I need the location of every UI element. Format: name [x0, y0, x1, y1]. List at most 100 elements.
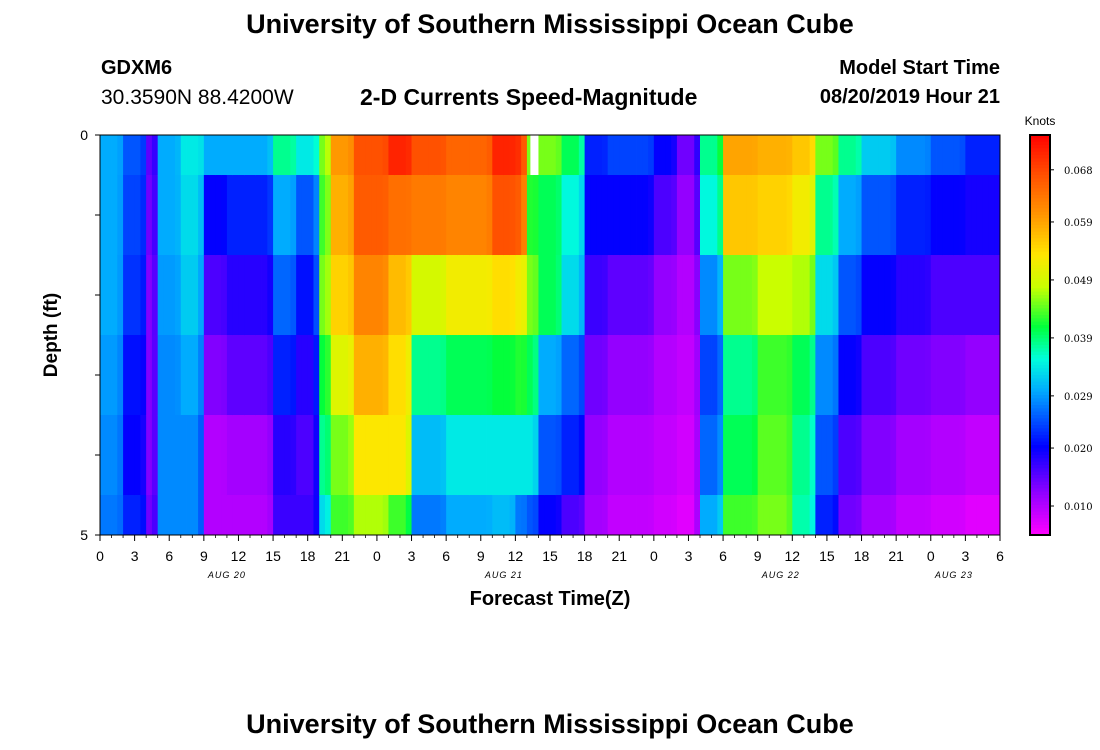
heatmap-cell [186, 135, 193, 176]
heatmap-cell [780, 175, 787, 256]
heatmap-cell [290, 495, 297, 536]
heatmap-cell [625, 255, 632, 336]
heatmap-cell [405, 175, 412, 256]
colorbar-step [1030, 478, 1050, 483]
heatmap-cell [117, 255, 124, 336]
heatmap-cell [371, 175, 378, 256]
heatmap-cell [498, 135, 505, 176]
model-start-value: 08/20/2019 Hour 21 [819, 86, 1000, 108]
colorbar-step [1030, 181, 1050, 186]
heatmap-cell [584, 335, 591, 416]
heatmap-cell [769, 135, 776, 176]
heatmap-cell [290, 415, 297, 496]
heatmap-cell [850, 255, 857, 336]
heatmap-cell [250, 255, 257, 336]
heatmap-cell [953, 335, 961, 416]
heatmap-cell [746, 175, 753, 256]
heatmap-cell [330, 135, 337, 176]
heatmap-cell [798, 135, 805, 176]
heatmap-cell [434, 495, 441, 536]
colorbar-step [1030, 408, 1050, 413]
heatmap-cell [826, 135, 834, 176]
heatmap-cell [492, 415, 499, 496]
heatmap-cell [203, 175, 211, 256]
heatmap-cell [792, 135, 799, 176]
heatmap-cell [838, 415, 845, 496]
heatmap-cell [469, 255, 476, 336]
x-tick-label: 18 [854, 548, 870, 564]
heatmap-cell [809, 495, 816, 536]
heatmap-cell [878, 175, 886, 256]
heatmap-cell [919, 335, 926, 416]
heatmap-cell [775, 335, 782, 416]
heatmap-cell [388, 255, 395, 336]
heatmap-cell [278, 415, 286, 496]
heatmap-cell [232, 255, 239, 336]
heatmap-cell [538, 135, 545, 176]
heatmap-cell [636, 495, 643, 536]
heatmap-cell [642, 495, 649, 536]
colorbar-step [1030, 175, 1050, 179]
colorbar-step [1030, 411, 1050, 416]
heatmap-cell [705, 495, 712, 536]
heatmap-cell [757, 495, 764, 536]
heatmap-cell [307, 495, 314, 536]
heatmap-cell [561, 335, 568, 416]
heatmap-cell [625, 415, 632, 496]
heatmap-cell [503, 335, 511, 416]
colorbar-step [1030, 305, 1050, 309]
heatmap-cell [296, 335, 303, 416]
heatmap-cell [134, 335, 141, 416]
heatmap-cell [578, 495, 586, 536]
heatmap-cell [232, 495, 239, 536]
colorbar-step [1030, 455, 1050, 459]
heatmap-cell [290, 135, 297, 176]
heatmap-cell [578, 175, 586, 256]
page-title: University of Southern Mississippi Ocean… [246, 9, 854, 39]
heatmap-cell [301, 255, 309, 336]
heatmap-cell [769, 255, 776, 336]
x-tick-label: 6 [165, 548, 173, 564]
heatmap-cell [688, 495, 695, 536]
heatmap-cell [809, 415, 816, 496]
colorbar-step [1030, 228, 1050, 233]
heatmap-cell [417, 255, 424, 336]
heatmap-cell [613, 135, 620, 176]
heatmap-cell [400, 415, 407, 496]
heatmap-cell [907, 495, 914, 536]
heatmap-cell [532, 415, 539, 496]
heatmap-cell [348, 335, 355, 416]
heatmap-cell [151, 255, 159, 336]
heatmap-cell [157, 175, 164, 256]
x-tick-label: 3 [408, 548, 416, 564]
heatmap-cell [509, 175, 516, 256]
heatmap-cell [855, 335, 862, 416]
heatmap-cell [353, 175, 361, 256]
heatmap-cell [336, 335, 343, 416]
colorbar-step [1030, 498, 1050, 503]
heatmap-cell [105, 175, 112, 256]
colorbar-step [1030, 388, 1050, 393]
heatmap-cell [232, 415, 239, 496]
heatmap-cell [873, 415, 880, 496]
heatmap-cell [567, 135, 574, 176]
heatmap-cell [394, 175, 401, 256]
colorbar-step [1030, 338, 1050, 343]
heatmap-cell [111, 415, 118, 496]
heatmap-cell [267, 495, 274, 536]
heatmap-cell [659, 335, 666, 416]
heatmap-cell [751, 175, 759, 256]
heatmap-cell [140, 495, 147, 536]
heatmap-cell [232, 135, 239, 176]
heatmap-cell [555, 175, 562, 256]
heatmap-cell [653, 135, 661, 176]
heatmap-cell [238, 335, 245, 416]
heatmap-cell [394, 135, 401, 176]
heatmap-cell [925, 175, 932, 256]
heatmap-cell [134, 255, 141, 336]
heatmap-cell [942, 255, 949, 336]
heatmap-cell [301, 135, 309, 176]
heatmap-cell [509, 135, 516, 176]
colorbar-step [1030, 435, 1050, 439]
heatmap-cell [844, 495, 851, 536]
